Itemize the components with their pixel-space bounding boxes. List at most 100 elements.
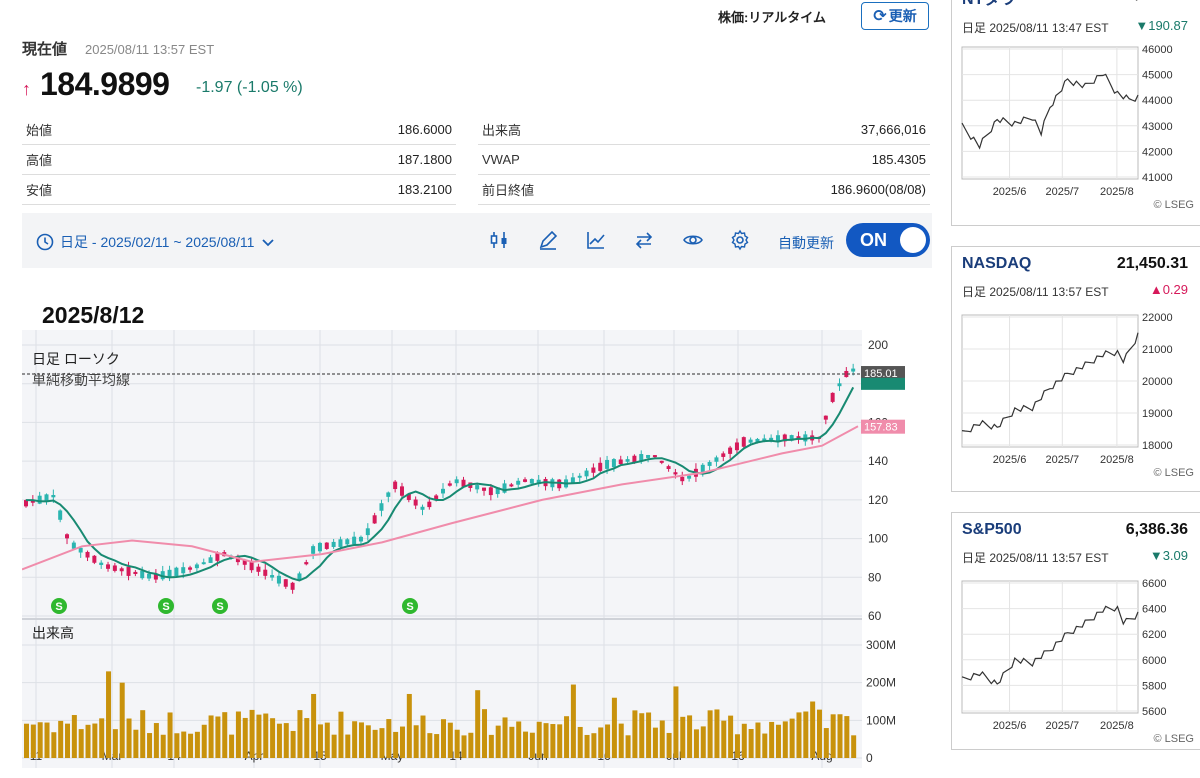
- index-name[interactable]: NYダウ: [962, 0, 1016, 9]
- price-change: -1.97 (-1.05 %): [196, 79, 303, 96]
- stat-value: 186.9600(08/08): [643, 174, 930, 205]
- candle: [707, 462, 712, 466]
- volume-bar: [71, 715, 77, 758]
- volume-bar: [283, 723, 289, 758]
- volume-bar: [461, 735, 467, 758]
- volume-bar: [65, 723, 71, 758]
- candle: [728, 447, 733, 454]
- volume-bar: [570, 684, 576, 758]
- volume-bar: [488, 734, 494, 758]
- volume-bar: [639, 713, 645, 758]
- volume-bar: [748, 729, 754, 758]
- candle: [133, 571, 138, 575]
- stat-row: VWAP 185.4305: [478, 144, 930, 175]
- volume-bar: [112, 729, 118, 758]
- volume-bar: [509, 726, 515, 758]
- volume-bar: [851, 735, 857, 758]
- candle: [92, 555, 97, 563]
- candle: [461, 479, 466, 487]
- candle: [386, 492, 391, 497]
- mini-y-tick: 20000: [1142, 376, 1173, 388]
- index-card-dow[interactable]: NYダウ 43,984.74 日足 2025/08/11 13:47 EST ▼190…: [951, 0, 1200, 226]
- price-tick-label: 100: [868, 532, 888, 546]
- volume-bar: [687, 715, 693, 758]
- refresh-button[interactable]: ⟳ 更新: [861, 2, 929, 30]
- volume-bar: [789, 718, 795, 758]
- index-mini-chart[interactable]: 22000 21000 20000 19000 18000 2025/6 2025/7 202…: [952, 309, 1200, 479]
- index-mini-chart[interactable]: 6600 6400 6200 6000 5800 5600 2025/6 2025/7 2025…: [952, 575, 1200, 745]
- volume-bar: [256, 714, 262, 758]
- candle: [85, 551, 90, 558]
- stat-label: 出来高: [478, 115, 644, 145]
- candle: [270, 575, 275, 578]
- index-change: ▼3.09: [1149, 548, 1188, 563]
- source-label: © LSEG: [1153, 467, 1194, 479]
- mini-y-tick: 21000: [1142, 344, 1173, 356]
- candle: [181, 567, 186, 574]
- index-mini-chart[interactable]: 46000 45000 44000 43000 42000 41000 2025/6 2025…: [952, 41, 1200, 211]
- candle: [352, 536, 357, 545]
- volume-bar: [106, 671, 112, 758]
- stat-row: 出来高 37,666,016: [478, 115, 930, 145]
- volume-bar: [24, 723, 29, 758]
- candle: [591, 467, 596, 473]
- candle: [570, 477, 575, 483]
- volume-bar: [399, 726, 405, 758]
- candle: [242, 559, 247, 565]
- candle: [153, 574, 158, 580]
- volume-bar: [167, 712, 173, 758]
- candle: [769, 437, 774, 441]
- volume-bar: [352, 721, 358, 758]
- volume-bar: [37, 722, 43, 758]
- candle: [721, 453, 726, 457]
- candle: [577, 475, 582, 478]
- volume-bar: [304, 718, 310, 758]
- volume-bars: [24, 671, 857, 758]
- candlestick-icon[interactable]: [488, 229, 510, 251]
- volume-bar: [119, 682, 125, 758]
- volume-bar: [427, 733, 433, 758]
- split-marker-icon: [402, 598, 418, 614]
- volume-bar: [181, 731, 187, 758]
- mini-x-label: 2025/7: [1045, 454, 1079, 466]
- index-name[interactable]: NASDAQ: [962, 255, 1032, 272]
- volume-bar: [700, 726, 706, 758]
- volume-bar: [837, 714, 843, 758]
- index-card-nasdaq[interactable]: NASDAQ 21,450.31 日足 2025/08/11 13:57 EST ▲0…: [951, 246, 1200, 492]
- volume-bar: [413, 725, 419, 758]
- volume-tick-label: 0: [866, 751, 873, 765]
- volume-bar: [441, 719, 446, 758]
- volume-bar: [229, 734, 235, 758]
- candle: [851, 368, 856, 372]
- index-name[interactable]: S&P500: [962, 521, 1022, 538]
- mini-x-label: 2025/6: [993, 720, 1027, 732]
- eye-icon[interactable]: [682, 229, 704, 251]
- mini-x-label: 2025/7: [1045, 186, 1079, 198]
- candle: [406, 493, 411, 500]
- mini-index-line: [961, 332, 1139, 433]
- auto-update-toggle[interactable]: ON: [846, 223, 930, 257]
- index-card-sp500[interactable]: S&P500 6,386.36 日足 2025/08/11 13:57 EST ▼3.…: [951, 512, 1200, 750]
- mini-x-label: 2025/8: [1100, 720, 1134, 732]
- candle: [201, 562, 206, 565]
- index-timestamp: 日足 2025/08/11 13:57 EST: [962, 551, 1109, 565]
- main-chart[interactable]: 2001801601401201008060300M200M100M011Mar…: [22, 330, 932, 778]
- candle: [393, 481, 398, 490]
- mini-y-tick: 6000: [1142, 655, 1166, 667]
- volume-bar: [844, 716, 850, 758]
- volume-bar: [796, 712, 802, 758]
- line-chart-icon[interactable]: [585, 229, 607, 251]
- candle: [256, 566, 261, 572]
- stat-value: 185.4305: [643, 144, 930, 175]
- candle: [666, 466, 671, 470]
- compare-arrows-icon[interactable]: [633, 229, 655, 251]
- ma-short-tag: [861, 377, 905, 390]
- candle: [311, 546, 316, 554]
- price-tick-label: 80: [868, 570, 882, 584]
- pencil-icon[interactable]: [537, 229, 559, 251]
- volume-bar: [85, 724, 91, 758]
- price-tick-label: 140: [868, 454, 888, 468]
- gear-icon[interactable]: [729, 229, 751, 251]
- quote-timestamp: 2025/08/11 13:57 EST: [85, 42, 215, 57]
- range-selector[interactable]: 日足 - 2025/02/11 ~ 2025/08/11: [36, 232, 276, 252]
